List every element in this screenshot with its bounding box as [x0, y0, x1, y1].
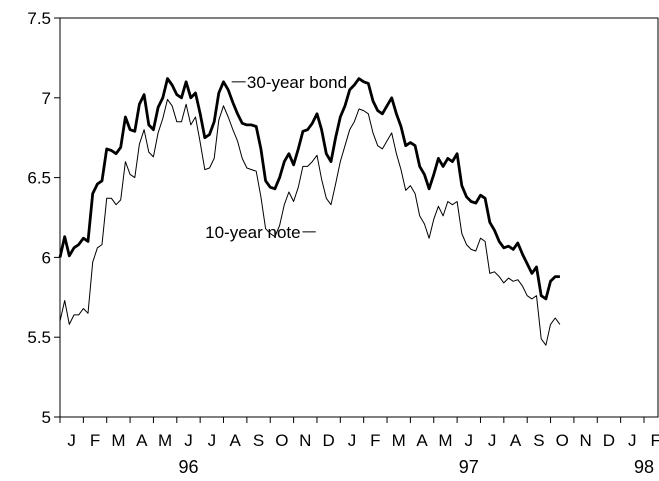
y-tick-label: 5.5 [27, 328, 51, 347]
series-group [58, 77, 561, 346]
series-line-10-year-note [59, 98, 561, 346]
x-tick-label: D [322, 431, 334, 450]
x-tick-label: J [67, 431, 76, 450]
x-year-label: 98 [634, 457, 654, 477]
x-tick-label: F [90, 431, 100, 450]
x-tick-label: S [533, 431, 544, 450]
y-tick-label: 6.5 [27, 169, 51, 188]
x-tick-label: A [416, 431, 428, 450]
x-axis: J F M A M J J A S O N D J F M A M J J A S O N D J F96 97 98 [59, 417, 659, 477]
x-tick-label: M [111, 431, 125, 450]
series-labels: 30-year bond 10-year note [205, 73, 347, 242]
x-tick-label: N [299, 431, 311, 450]
x-tick-label: J [348, 431, 357, 450]
x-tick-label: A [136, 431, 148, 450]
x-tick-label: J [488, 431, 497, 450]
x-tick-label: J [208, 431, 217, 450]
x-tick-label: J [184, 431, 193, 450]
x-tick-label: O [556, 431, 569, 450]
x-tick-label: S [253, 431, 264, 450]
x-tick-label: F [370, 431, 380, 450]
x-tick-label: O [275, 431, 288, 450]
x-tick-label: J [465, 431, 474, 450]
series-label-30-year-bond: 30-year bond [247, 73, 347, 92]
series-line-30-year-bond [58, 77, 560, 301]
x-tick-label: M [158, 431, 172, 450]
x-tick-label: M [392, 431, 406, 450]
x-year-label: 96 [178, 457, 198, 477]
x-year-label: 97 [459, 457, 479, 477]
x-tick-label: F [650, 431, 659, 450]
x-tick-label: M [438, 431, 452, 450]
plot-frame [59, 17, 659, 418]
x-tick-label: N [579, 431, 591, 450]
x-tick-label: J [628, 431, 637, 450]
y-tick-label: 7 [42, 89, 51, 108]
y-tick-label: 7.5 [27, 9, 51, 28]
x-tick-label: A [230, 431, 242, 450]
y-axis: 7.5 7 6.5 6 5.5 5 [27, 9, 60, 427]
series-label-10-year-note: 10-year note [205, 223, 300, 242]
y-tick-label: 6 [42, 248, 51, 267]
x-tick-label: D [603, 431, 615, 450]
y-tick-label: 5 [42, 408, 51, 427]
x-tick-label: A [510, 431, 522, 450]
